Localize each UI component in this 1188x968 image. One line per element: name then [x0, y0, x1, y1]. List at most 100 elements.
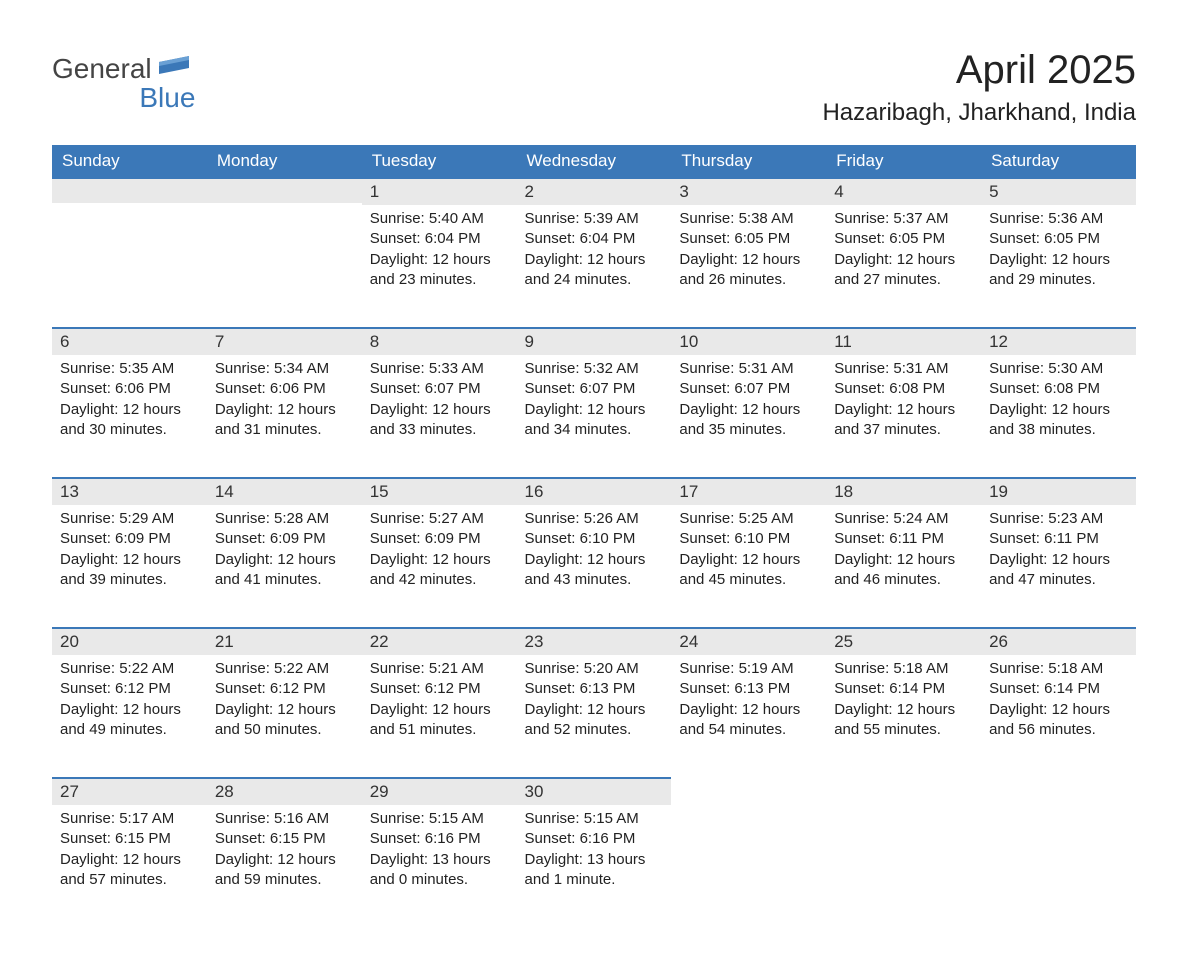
day-number: 9 [517, 329, 672, 355]
calendar-cell: 21Sunrise: 5:22 AMSunset: 6:12 PMDayligh… [207, 628, 362, 778]
logo-flag-icon [159, 54, 195, 83]
daylight-text: Daylight: 12 hours and 56 minutes. [989, 700, 1128, 741]
day-content: Sunrise: 5:22 AMSunset: 6:12 PMDaylight:… [52, 655, 207, 750]
sunrise-text: Sunrise: 5:18 AM [989, 659, 1128, 679]
logo: General Blue [52, 54, 201, 113]
day-number: 13 [52, 479, 207, 505]
daylight-text: Daylight: 12 hours and 57 minutes. [60, 850, 199, 891]
day-content: Sunrise: 5:38 AMSunset: 6:05 PMDaylight:… [671, 205, 826, 300]
col-thursday: Thursday [671, 145, 826, 178]
calendar-week: 13Sunrise: 5:29 AMSunset: 6:09 PMDayligh… [52, 478, 1136, 628]
day-content: Sunrise: 5:39 AMSunset: 6:04 PMDaylight:… [517, 205, 672, 300]
day-content: Sunrise: 5:23 AMSunset: 6:11 PMDaylight:… [981, 505, 1136, 600]
day-number: 26 [981, 629, 1136, 655]
calendar-cell: 14Sunrise: 5:28 AMSunset: 6:09 PMDayligh… [207, 478, 362, 628]
daylight-text: Daylight: 12 hours and 27 minutes. [834, 250, 973, 291]
logo-word-general: General [52, 53, 152, 84]
sunrise-text: Sunrise: 5:27 AM [370, 509, 509, 529]
day-content: Sunrise: 5:29 AMSunset: 6:09 PMDaylight:… [52, 505, 207, 600]
page-header: General Blue April 2025 Hazaribagh, Jhar… [52, 48, 1136, 127]
calendar-week: 6Sunrise: 5:35 AMSunset: 6:06 PMDaylight… [52, 328, 1136, 478]
day-content: Sunrise: 5:25 AMSunset: 6:10 PMDaylight:… [671, 505, 826, 600]
sunset-text: Sunset: 6:16 PM [370, 829, 509, 849]
day-number: 18 [826, 479, 981, 505]
calendar-cell: 7Sunrise: 5:34 AMSunset: 6:06 PMDaylight… [207, 328, 362, 478]
calendar-cell [207, 178, 362, 328]
calendar-cell [981, 778, 1136, 928]
col-tuesday: Tuesday [362, 145, 517, 178]
day-number: 12 [981, 329, 1136, 355]
sunrise-text: Sunrise: 5:23 AM [989, 509, 1128, 529]
sunrise-text: Sunrise: 5:31 AM [679, 359, 818, 379]
calendar-cell: 23Sunrise: 5:20 AMSunset: 6:13 PMDayligh… [517, 628, 672, 778]
day-content: Sunrise: 5:18 AMSunset: 6:14 PMDaylight:… [981, 655, 1136, 750]
calendar-cell: 24Sunrise: 5:19 AMSunset: 6:13 PMDayligh… [671, 628, 826, 778]
logo-word-blue: Blue [52, 83, 195, 112]
sunrise-text: Sunrise: 5:33 AM [370, 359, 509, 379]
day-content: Sunrise: 5:16 AMSunset: 6:15 PMDaylight:… [207, 805, 362, 900]
day-number [981, 778, 1136, 802]
sunrise-text: Sunrise: 5:39 AM [525, 209, 664, 229]
day-number: 30 [517, 779, 672, 805]
day-content: Sunrise: 5:32 AMSunset: 6:07 PMDaylight:… [517, 355, 672, 450]
day-number: 4 [826, 179, 981, 205]
calendar-cell: 18Sunrise: 5:24 AMSunset: 6:11 PMDayligh… [826, 478, 981, 628]
daylight-text: Daylight: 12 hours and 45 minutes. [679, 550, 818, 591]
sunrise-text: Sunrise: 5:15 AM [370, 809, 509, 829]
sunrise-text: Sunrise: 5:36 AM [989, 209, 1128, 229]
daylight-text: Daylight: 12 hours and 51 minutes. [370, 700, 509, 741]
sunrise-text: Sunrise: 5:22 AM [215, 659, 354, 679]
day-number: 16 [517, 479, 672, 505]
calendar-table: Sunday Monday Tuesday Wednesday Thursday… [52, 145, 1136, 928]
calendar-cell: 9Sunrise: 5:32 AMSunset: 6:07 PMDaylight… [517, 328, 672, 478]
daylight-text: Daylight: 12 hours and 47 minutes. [989, 550, 1128, 591]
calendar-page: General Blue April 2025 Hazaribagh, Jhar… [0, 0, 1188, 968]
daylight-text: Daylight: 12 hours and 41 minutes. [215, 550, 354, 591]
sunset-text: Sunset: 6:08 PM [834, 379, 973, 399]
sunset-text: Sunset: 6:08 PM [989, 379, 1128, 399]
day-content: Sunrise: 5:27 AMSunset: 6:09 PMDaylight:… [362, 505, 517, 600]
sunset-text: Sunset: 6:10 PM [679, 529, 818, 549]
col-sunday: Sunday [52, 145, 207, 178]
location-subtitle: Hazaribagh, Jharkhand, India [822, 99, 1136, 127]
day-number: 11 [826, 329, 981, 355]
sunset-text: Sunset: 6:14 PM [834, 679, 973, 699]
calendar-head: Sunday Monday Tuesday Wednesday Thursday… [52, 145, 1136, 178]
col-friday: Friday [826, 145, 981, 178]
sunset-text: Sunset: 6:07 PM [370, 379, 509, 399]
calendar-cell: 22Sunrise: 5:21 AMSunset: 6:12 PMDayligh… [362, 628, 517, 778]
sunrise-text: Sunrise: 5:17 AM [60, 809, 199, 829]
col-wednesday: Wednesday [517, 145, 672, 178]
sunset-text: Sunset: 6:04 PM [525, 229, 664, 249]
sunrise-text: Sunrise: 5:32 AM [525, 359, 664, 379]
daylight-text: Daylight: 12 hours and 24 minutes. [525, 250, 664, 291]
calendar-cell: 3Sunrise: 5:38 AMSunset: 6:05 PMDaylight… [671, 178, 826, 328]
sunset-text: Sunset: 6:04 PM [370, 229, 509, 249]
sunrise-text: Sunrise: 5:19 AM [679, 659, 818, 679]
sunset-text: Sunset: 6:06 PM [215, 379, 354, 399]
sunrise-text: Sunrise: 5:18 AM [834, 659, 973, 679]
day-content: Sunrise: 5:24 AMSunset: 6:11 PMDaylight:… [826, 505, 981, 600]
col-saturday: Saturday [981, 145, 1136, 178]
sunset-text: Sunset: 6:05 PM [834, 229, 973, 249]
calendar-cell: 11Sunrise: 5:31 AMSunset: 6:08 PMDayligh… [826, 328, 981, 478]
daylight-text: Daylight: 12 hours and 54 minutes. [679, 700, 818, 741]
sunrise-text: Sunrise: 5:37 AM [834, 209, 973, 229]
sunrise-text: Sunrise: 5:16 AM [215, 809, 354, 829]
day-number: 3 [671, 179, 826, 205]
day-number [826, 778, 981, 802]
daylight-text: Daylight: 12 hours and 30 minutes. [60, 400, 199, 441]
day-number: 8 [362, 329, 517, 355]
day-number: 24 [671, 629, 826, 655]
day-content: Sunrise: 5:40 AMSunset: 6:04 PMDaylight:… [362, 205, 517, 300]
col-monday: Monday [207, 145, 362, 178]
day-number: 25 [826, 629, 981, 655]
sunset-text: Sunset: 6:10 PM [525, 529, 664, 549]
day-number: 22 [362, 629, 517, 655]
daylight-text: Daylight: 12 hours and 23 minutes. [370, 250, 509, 291]
sunrise-text: Sunrise: 5:26 AM [525, 509, 664, 529]
daylight-text: Daylight: 12 hours and 50 minutes. [215, 700, 354, 741]
sunrise-text: Sunrise: 5:28 AM [215, 509, 354, 529]
calendar-cell: 2Sunrise: 5:39 AMSunset: 6:04 PMDaylight… [517, 178, 672, 328]
sunset-text: Sunset: 6:14 PM [989, 679, 1128, 699]
